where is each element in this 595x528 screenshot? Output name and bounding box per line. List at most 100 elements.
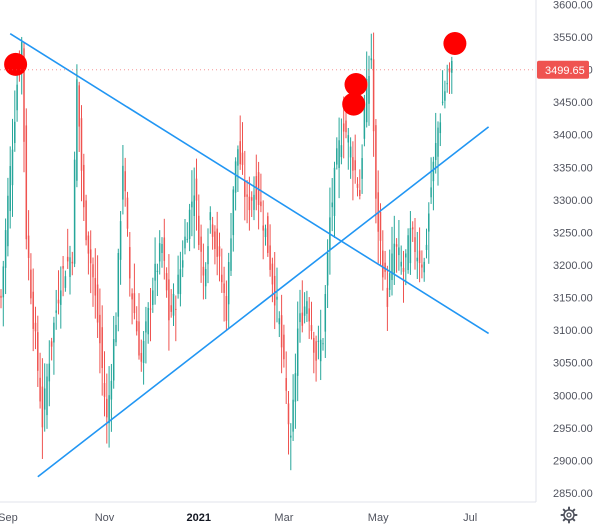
candle-body — [9, 166, 11, 211]
candle — [221, 248, 223, 293]
candle-body — [46, 376, 48, 416]
candle — [234, 157, 237, 211]
candle-body — [4, 230, 7, 268]
marker-dot — [4, 52, 28, 76]
candle — [423, 257, 425, 282]
candle-body — [234, 161, 237, 193]
candle — [340, 118, 343, 165]
candle — [347, 127, 350, 170]
candle — [126, 191, 129, 237]
candle-body — [363, 104, 366, 139]
candle — [188, 203, 191, 252]
candle-body — [225, 296, 228, 321]
candle-body — [294, 373, 297, 402]
candle-body — [246, 194, 248, 197]
candle-body — [264, 228, 267, 238]
candle-body — [345, 120, 347, 133]
candle — [156, 263, 159, 297]
candle-body — [421, 264, 423, 268]
time-tick-label: 2021 — [187, 512, 211, 524]
candle — [223, 266, 225, 322]
candle-body — [317, 340, 320, 342]
candle-body — [181, 260, 184, 268]
candle-body — [39, 377, 41, 402]
candle — [306, 290, 308, 322]
marker-dot — [342, 92, 366, 116]
candle — [237, 145, 239, 192]
candle — [218, 232, 221, 282]
candle-body — [285, 378, 287, 391]
candle — [280, 294, 283, 374]
candle-body — [23, 48, 25, 142]
candle-body — [237, 149, 239, 166]
candle-body — [30, 269, 32, 299]
candle — [179, 251, 182, 307]
candle-body — [379, 211, 382, 241]
candle — [60, 266, 62, 329]
last-price-tag: 3499.65 — [0, 60, 589, 79]
candle-body — [78, 85, 80, 127]
settings-gear-icon[interactable] — [560, 506, 578, 524]
candle-body — [324, 293, 327, 332]
candle-body — [232, 189, 235, 236]
candle — [246, 179, 248, 224]
candle-body — [117, 253, 120, 317]
candle — [372, 32, 375, 157]
candle — [133, 263, 136, 320]
candle — [430, 157, 432, 204]
price-tick-label: 3100.00 — [553, 325, 593, 337]
candle — [283, 324, 285, 368]
candle-body — [292, 399, 294, 432]
candle — [331, 178, 333, 232]
candle-body — [451, 60, 453, 73]
candle — [73, 151, 76, 268]
candle — [301, 280, 304, 333]
candle-body — [432, 161, 435, 182]
candle-body — [214, 231, 216, 250]
candle — [395, 238, 398, 273]
candle — [71, 251, 74, 276]
candle-body — [179, 269, 182, 295]
time-axis[interactable]: Sep Nov 2021 Mar May Jul — [0, 512, 477, 524]
candle — [386, 265, 389, 331]
candle — [175, 295, 177, 342]
candle-body — [25, 125, 28, 240]
candle-body — [308, 308, 310, 322]
candle-body — [193, 195, 195, 217]
candle — [154, 237, 156, 305]
candle-body — [152, 290, 154, 305]
candle — [124, 157, 126, 207]
candle — [209, 206, 212, 234]
candle-body — [158, 243, 161, 262]
candle — [324, 285, 327, 358]
candle — [80, 105, 83, 202]
candle — [425, 228, 428, 259]
price-tick-label: 3000.00 — [553, 390, 593, 402]
candle — [441, 70, 444, 106]
candle-body — [239, 141, 241, 165]
candle — [255, 154, 258, 211]
candle — [149, 288, 152, 342]
candle-body — [101, 327, 103, 369]
candle-body — [138, 321, 140, 356]
candle-body — [260, 201, 262, 207]
candle — [25, 108, 28, 250]
candle-body — [299, 313, 301, 323]
candle-body — [313, 337, 315, 353]
candle-body — [271, 263, 274, 285]
candle-body — [352, 157, 354, 171]
candle — [112, 315, 115, 389]
candle-body — [198, 215, 200, 245]
candle — [78, 81, 80, 153]
marker-dot — [443, 31, 467, 55]
candle-body — [269, 245, 271, 270]
time-tick-label: Sep — [0, 512, 18, 524]
candle-body — [301, 312, 304, 326]
candle-body — [170, 305, 172, 312]
candle-body — [218, 246, 221, 257]
candle — [207, 228, 209, 284]
candle-body — [89, 249, 92, 264]
candle — [361, 144, 363, 194]
candle-body — [108, 395, 110, 424]
candle-body — [112, 339, 115, 381]
